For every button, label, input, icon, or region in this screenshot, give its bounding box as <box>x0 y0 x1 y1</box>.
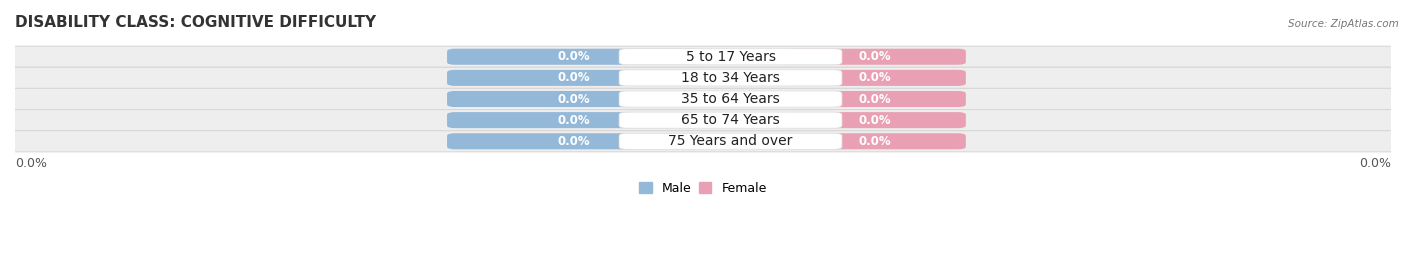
Text: 0.0%: 0.0% <box>558 50 591 63</box>
FancyBboxPatch shape <box>619 91 842 107</box>
FancyBboxPatch shape <box>619 133 842 149</box>
FancyBboxPatch shape <box>785 112 966 128</box>
Text: 0.0%: 0.0% <box>859 93 891 105</box>
Text: 0.0%: 0.0% <box>859 114 891 127</box>
Legend: Male, Female: Male, Female <box>634 177 772 200</box>
Text: 5 to 17 Years: 5 to 17 Years <box>686 50 776 64</box>
Text: Source: ZipAtlas.com: Source: ZipAtlas.com <box>1288 19 1399 29</box>
Text: 0.0%: 0.0% <box>859 71 891 84</box>
FancyBboxPatch shape <box>447 112 702 128</box>
FancyBboxPatch shape <box>785 91 966 107</box>
FancyBboxPatch shape <box>785 49 966 65</box>
FancyBboxPatch shape <box>4 109 1402 131</box>
Text: 0.0%: 0.0% <box>859 135 891 148</box>
FancyBboxPatch shape <box>4 131 1402 152</box>
FancyBboxPatch shape <box>447 91 702 107</box>
FancyBboxPatch shape <box>785 70 966 86</box>
FancyBboxPatch shape <box>447 133 702 149</box>
Text: 65 to 74 Years: 65 to 74 Years <box>681 113 780 127</box>
Text: 35 to 64 Years: 35 to 64 Years <box>681 92 780 106</box>
Text: 18 to 34 Years: 18 to 34 Years <box>681 71 780 85</box>
Text: 0.0%: 0.0% <box>558 71 591 84</box>
FancyBboxPatch shape <box>619 70 842 86</box>
Text: 0.0%: 0.0% <box>558 93 591 105</box>
FancyBboxPatch shape <box>4 46 1402 67</box>
Text: 0.0%: 0.0% <box>558 135 591 148</box>
Text: 75 Years and over: 75 Years and over <box>668 134 793 148</box>
Text: 0.0%: 0.0% <box>1360 157 1391 170</box>
FancyBboxPatch shape <box>447 70 702 86</box>
FancyBboxPatch shape <box>447 49 702 65</box>
FancyBboxPatch shape <box>619 112 842 128</box>
FancyBboxPatch shape <box>4 89 1402 109</box>
Text: 0.0%: 0.0% <box>15 157 46 170</box>
Text: DISABILITY CLASS: COGNITIVE DIFFICULTY: DISABILITY CLASS: COGNITIVE DIFFICULTY <box>15 15 377 30</box>
FancyBboxPatch shape <box>785 133 966 149</box>
Text: 0.0%: 0.0% <box>859 50 891 63</box>
FancyBboxPatch shape <box>619 49 842 65</box>
FancyBboxPatch shape <box>4 67 1402 89</box>
Text: 0.0%: 0.0% <box>558 114 591 127</box>
